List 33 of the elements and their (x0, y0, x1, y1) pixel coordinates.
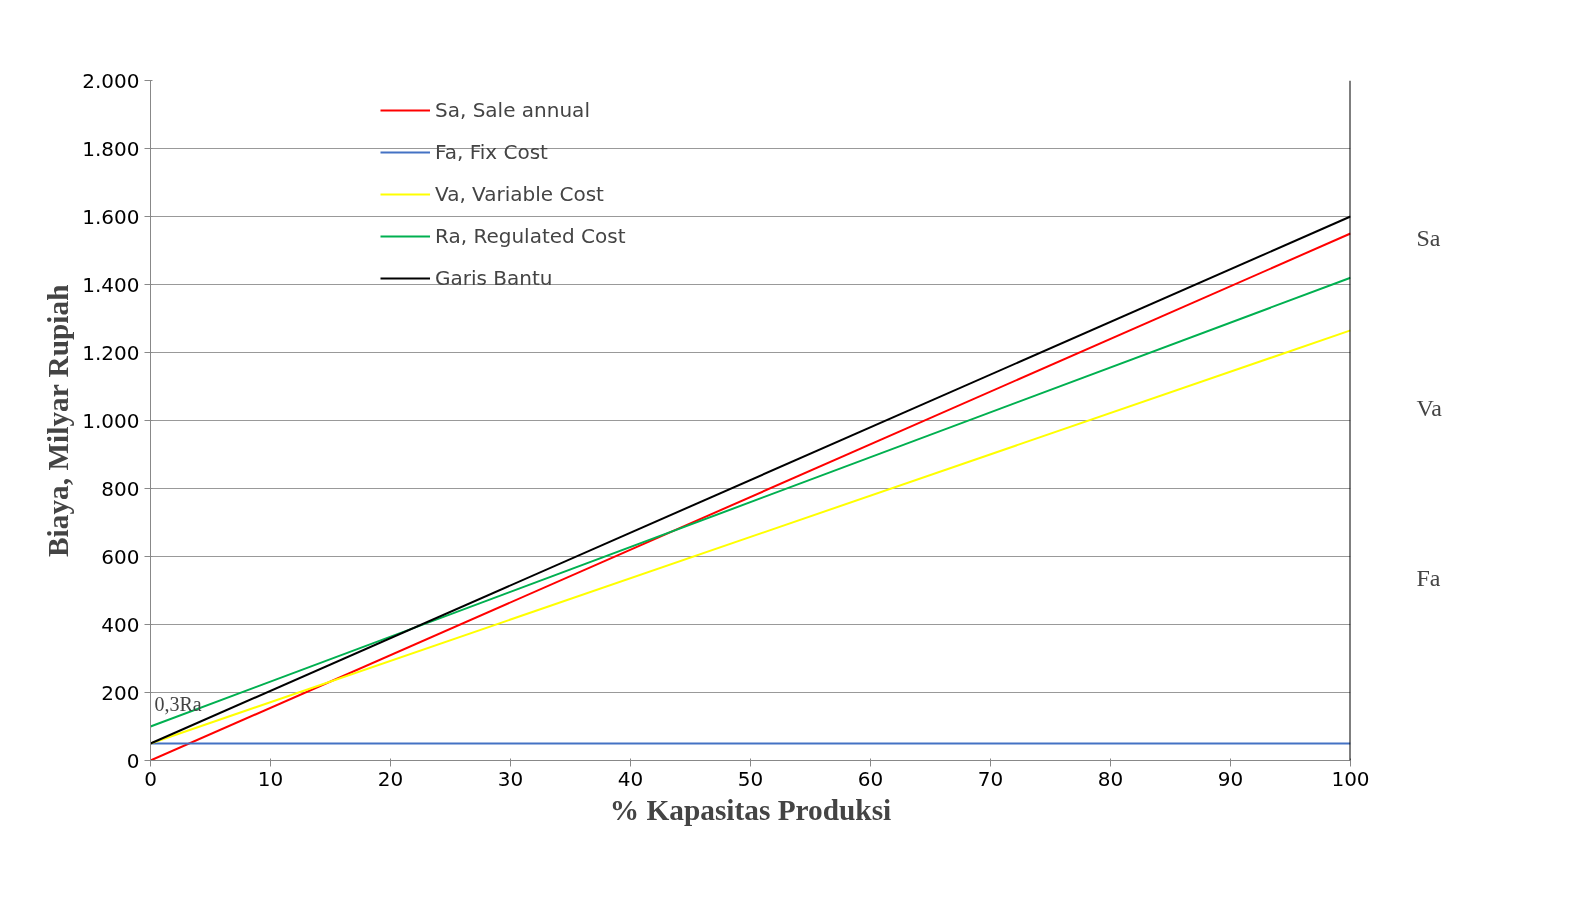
x-tick-label: 80 (1097, 766, 1124, 791)
y-axis-title: Biaya, Milyar Rupiah (42, 284, 75, 557)
y-tick-label: 200 (101, 680, 140, 705)
y-tick-label: 2.000 (82, 68, 140, 93)
legend-label: Sa, Sale annual (435, 98, 590, 122)
y-tick-label: 1.000 (82, 408, 140, 433)
x-tick-label: 30 (497, 766, 524, 791)
x-tick-label: 90 (1217, 766, 1244, 791)
x-tick-label: 10 (257, 766, 284, 791)
y-tick-label: 0 (126, 748, 140, 773)
y-tick-label: 1.800 (82, 136, 140, 161)
y-tick-label: 800 (101, 476, 140, 501)
text: Va (1416, 394, 1443, 421)
legend-label: Garis Bantu (435, 266, 553, 290)
text: Sa (1416, 224, 1441, 251)
y-tick-label: 1.600 (82, 204, 140, 229)
x-tick-label: 20 (377, 766, 404, 791)
x-tick-label: 60 (857, 766, 884, 791)
y-tick-label: 400 (101, 612, 140, 637)
legend-label: Va, Variable Cost (435, 182, 604, 206)
x-tick-label: 100 (1331, 766, 1370, 791)
y-tick-label: 1.400 (82, 272, 140, 297)
legend-label: Ra, Regulated Cost (435, 224, 626, 248)
text: Fa (1416, 564, 1441, 591)
legend-label: Fa, Fix Cost (435, 140, 548, 164)
y-tick-label: 1.200 (82, 340, 140, 365)
annotation: 0,3Ra (154, 692, 202, 715)
x-axis-title: % Kapasitas Produksi (609, 793, 892, 826)
y-tick-label: 600 (101, 544, 140, 569)
x-tick-label: 50 (737, 766, 764, 791)
x-tick-label: 0 (144, 766, 157, 791)
x-tick-label: 40 (617, 766, 644, 791)
x-tick-label: 70 (977, 766, 1004, 791)
